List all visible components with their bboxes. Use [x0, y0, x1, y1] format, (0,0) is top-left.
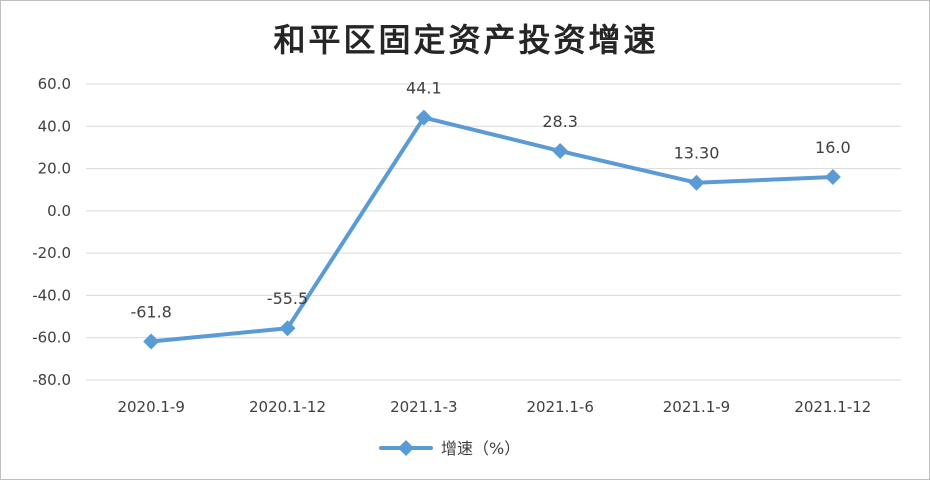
gridlines [86, 83, 901, 381]
x-tick-label: 2020.1-12 [249, 398, 326, 416]
y-axis-tick-labels: 60.0 40.0 20.0 0.0 -20.0 -40.0 -60.0 -80.0 [32, 75, 71, 389]
y-tick-label: -80.0 [32, 371, 71, 389]
x-axis-tick-labels: 2020.1-9 2020.1-12 2021.1-3 2021.1-6 2021.1-… [117, 398, 871, 416]
y-tick-label: -20.0 [32, 244, 71, 262]
data-label: 44.1 [406, 79, 442, 98]
y-tick-label: 20.0 [38, 160, 71, 178]
data-label: -55.5 [267, 289, 308, 308]
legend: 增速（%） [379, 439, 520, 458]
data-point-diamond-marker [688, 174, 705, 191]
series-line [149, 115, 835, 344]
x-tick-label: 2021.1-12 [794, 398, 871, 416]
data-point-diamond-marker [143, 333, 160, 350]
data-point-diamond-marker [824, 169, 841, 186]
y-tick-label: 0.0 [47, 202, 71, 220]
data-label: -61.8 [130, 303, 171, 322]
data-label: 16.0 [815, 138, 851, 157]
data-point-diamond-marker [415, 109, 432, 126]
y-tick-label: 40.0 [38, 117, 71, 135]
chart-title: 和平区固定资产投资增速 [273, 21, 658, 59]
legend-diamond-marker [398, 440, 414, 456]
x-tick-label: 2021.1-3 [390, 398, 457, 416]
data-label: 28.3 [542, 112, 578, 131]
x-tick-label: 2021.1-9 [663, 398, 730, 416]
series-growth-rate [143, 109, 841, 350]
y-tick-label: 60.0 [38, 75, 71, 93]
data-labels: -61.8 -55.5 44.1 28.3 13.30 16.0 [130, 79, 850, 322]
y-tick-label: -40.0 [32, 286, 71, 304]
x-tick-label: 2021.1-6 [526, 398, 593, 416]
data-point-diamond-marker [279, 320, 296, 337]
legend-label: 增速（%） [441, 439, 520, 458]
data-label: 13.30 [674, 144, 720, 163]
y-tick-label: -60.0 [32, 329, 71, 347]
data-point-diamond-marker [552, 143, 569, 160]
x-tick-label: 2020.1-9 [117, 398, 184, 416]
